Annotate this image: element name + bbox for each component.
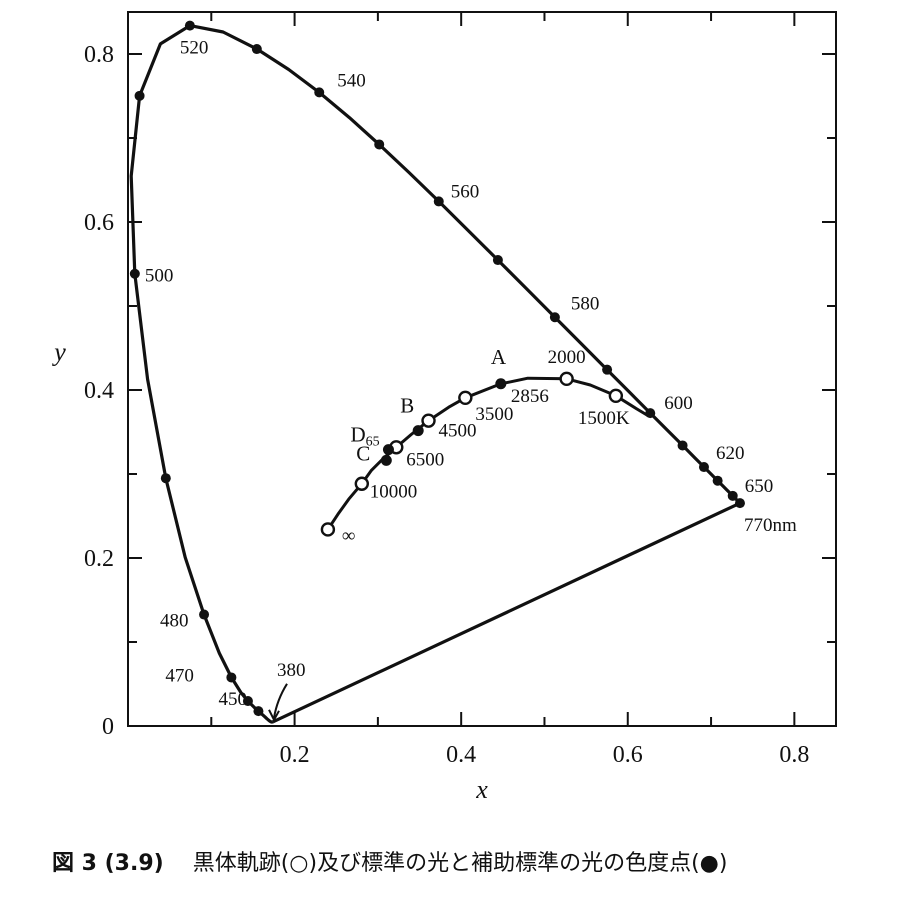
illuminant-point [495,378,507,390]
spectral-marker [677,440,688,451]
illuminant-value-label: 2856 [511,386,549,407]
illuminant-subscript: 65 [366,435,380,450]
y-tick-label: 0.2 [84,546,114,572]
spectral-marker [734,498,745,509]
illuminant-label: C [356,441,370,465]
wavelength-label: 650 [745,476,774,497]
blackbody-point [559,371,574,387]
illuminant-point [382,444,394,456]
color-temperature-label: 1500K [578,408,630,429]
spectral-marker [226,672,237,683]
y-tick-label: 0 [102,714,114,740]
figure-caption: 図 3 (3.9) 黒体軌跡(○)及び標準の光と補助標準の光の色度点(●) [52,845,727,877]
color-temperature-label: 4500 [439,421,477,442]
infinity-label: ∞ [342,525,356,546]
plot-frame [127,11,837,727]
spectral-marker [199,609,210,620]
wavelength-label: 480 [160,611,189,632]
spectral-marker [251,44,262,55]
wavelength-label: 540 [337,70,366,91]
wavelength-label: 770nm [744,515,797,536]
wavelength-label: 450 [218,689,247,710]
x-tick-label: 0.8 [779,742,809,768]
x-tick-label: 0.4 [446,742,476,768]
spectral-marker [602,364,613,375]
spectral-marker [645,408,656,419]
color-temperature-label: 2000 [548,347,586,368]
spectral-marker [253,706,264,717]
y-tick-label: 0.6 [84,210,114,236]
y-axis-label: y [51,338,66,367]
spectral-marker [727,490,738,501]
spectral-marker [712,475,723,486]
wavelength-label: 580 [571,293,600,314]
illuminant-label: B [400,394,414,418]
blackbody-point [354,476,370,491]
x-tick-label: 0.2 [280,742,310,768]
spectral-locus [129,24,742,724]
wavelength-label: 500 [145,266,174,287]
caption-text: 黒体軌跡(○)及び標準の光と補助標準の光の色度点(●) [192,851,728,876]
spectral-marker [314,87,325,98]
wavelength-label: 560 [451,181,480,202]
figure-number: 図 3 (3.9) [52,851,164,876]
spectral-marker [134,90,145,101]
illuminant-label: A [491,345,507,369]
spectral-marker [698,462,709,473]
spectral-marker [374,139,385,150]
arrow-380-head [268,709,280,722]
x-tick-label: 0.6 [613,742,643,768]
arrow-380 [273,683,288,718]
color-temperature-label: 6500 [406,449,444,470]
planckian-locus [326,376,650,531]
illuminant-label: D65 [350,423,379,450]
y-tick-label: 0.8 [84,42,114,68]
color-temperature-label: 10000 [370,482,418,503]
spectral-marker [433,196,444,207]
spectral-marker [160,473,171,484]
x-axis-label: x [475,775,488,804]
wavelength-label: 600 [664,393,693,414]
spectral-marker [242,696,253,707]
illuminant-point [380,454,392,466]
wavelength-label: 520 [180,38,209,59]
purple-line [272,501,741,724]
blackbody-point [320,522,336,537]
wavelength-label: 470 [165,665,194,686]
spectral-marker [492,255,503,266]
chart-svg: 0 0.2 0.4 0.6 0.8 0.2 0.4 0.6 0.8 x y 380 450 470 480 5… [51,11,837,804]
spectral-marker [184,20,195,31]
illuminant-point [412,425,424,437]
spectral-marker [549,312,560,323]
spectral-marker [129,268,140,279]
blackbody-point [421,413,436,428]
color-temperature-label: 3500 [475,404,513,425]
blackbody-point [458,390,473,406]
wavelength-label: 380 [277,660,306,681]
y-tick-label: 0.4 [84,378,114,404]
blackbody-point [608,388,624,403]
wavelength-label: 620 [716,443,745,464]
